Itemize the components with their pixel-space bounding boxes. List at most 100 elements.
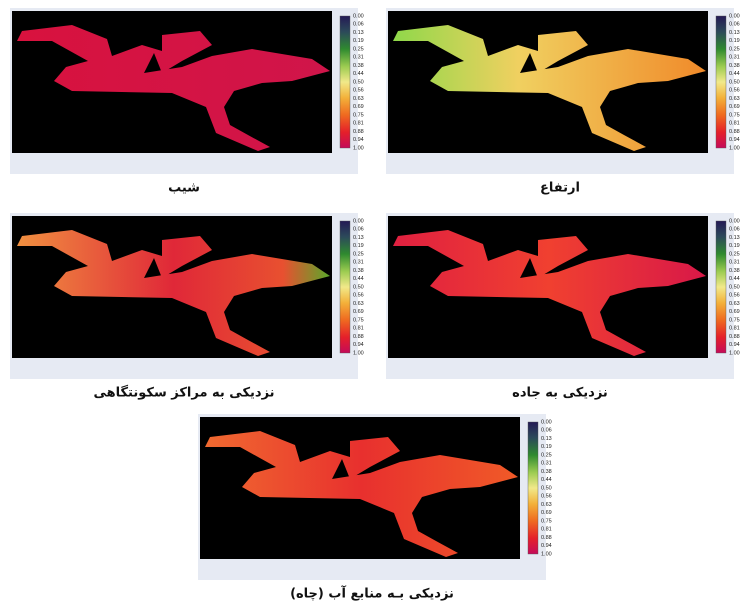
colorbar-label: 0.94 bbox=[729, 342, 740, 348]
colorbar-label: 0.88 bbox=[541, 535, 552, 541]
colorbar-label: 0.81 bbox=[729, 326, 740, 332]
colorbar-label: 0.13 bbox=[353, 235, 364, 241]
colorbar-label: 0.25 bbox=[729, 46, 740, 52]
colorbar-label: 1.00 bbox=[353, 145, 364, 151]
colorbar-label: 0.56 bbox=[729, 88, 740, 94]
colorbar-label: 0.88 bbox=[729, 129, 740, 135]
colorbar-label: 0.75 bbox=[729, 317, 740, 323]
colorbar bbox=[340, 16, 350, 148]
colorbar-label: 0.94 bbox=[353, 137, 364, 143]
colorbar bbox=[716, 16, 726, 148]
colorbar-label: 0.81 bbox=[353, 121, 364, 127]
colorbar-label: 0.19 bbox=[353, 38, 364, 44]
colorbar-label: 0.50 bbox=[729, 79, 740, 85]
colorbar-label: 0.31 bbox=[353, 55, 364, 61]
colorbar-label: 0.25 bbox=[353, 46, 364, 52]
colorbar-label: 0.06 bbox=[729, 227, 740, 233]
panel-caption: ارتفاع bbox=[540, 181, 580, 196]
colorbar-label: 0.31 bbox=[353, 260, 364, 266]
colorbar-label: 0.56 bbox=[353, 88, 364, 94]
colorbar-label: 0.06 bbox=[729, 22, 740, 28]
colorbar-label: 0.88 bbox=[729, 334, 740, 340]
colorbar-label: 0.56 bbox=[729, 293, 740, 299]
colorbar-label: 0.13 bbox=[353, 30, 364, 36]
colorbar-label: 0.38 bbox=[729, 268, 740, 274]
figure: 0.00 0.06 0.13 0.19 0.25 0.31 0.38 0.44 0.50 0.56… bbox=[0, 0, 745, 603]
colorbar-label: 0.69 bbox=[353, 104, 364, 110]
colorbar-label: 0.00 bbox=[729, 13, 740, 19]
panel-caption: نزدیکی به جاده bbox=[512, 386, 608, 401]
colorbar-label: 0.19 bbox=[353, 243, 364, 249]
colorbar-label: 0.63 bbox=[541, 502, 552, 508]
colorbar-label: 0.38 bbox=[541, 469, 552, 475]
map-panel: 0.00 0.06 0.13 0.19 0.25 0.31 0.38 0.44 0.50 0.56… bbox=[386, 213, 740, 401]
colorbar-label: 0.25 bbox=[541, 452, 552, 458]
colorbar-label: 0.50 bbox=[729, 284, 740, 290]
colorbar-label: 1.00 bbox=[541, 551, 552, 557]
colorbar-label: 0.63 bbox=[353, 96, 364, 102]
colorbar-label: 0.50 bbox=[353, 284, 364, 290]
colorbar-label: 0.44 bbox=[541, 477, 552, 483]
colorbar-label: 0.81 bbox=[541, 527, 552, 533]
colorbar-label: 0.25 bbox=[353, 251, 364, 257]
colorbar-label: 0.94 bbox=[541, 543, 552, 549]
colorbar-label: 0.13 bbox=[541, 436, 552, 442]
colorbar-label: 0.94 bbox=[353, 342, 364, 348]
map-panel: 0.00 0.06 0.13 0.19 0.25 0.31 0.38 0.44 0.50 0.56… bbox=[198, 414, 552, 602]
colorbar-label: 0.69 bbox=[729, 104, 740, 110]
colorbar-label: 0.25 bbox=[729, 251, 740, 257]
colorbar-label: 0.00 bbox=[353, 218, 364, 224]
colorbar-label: 0.63 bbox=[353, 301, 364, 307]
colorbar-label: 0.56 bbox=[353, 293, 364, 299]
colorbar-label: 0.75 bbox=[729, 112, 740, 118]
map-panel: 0.00 0.06 0.13 0.19 0.25 0.31 0.38 0.44 0.50 0.56… bbox=[10, 213, 364, 401]
colorbar-label: 0.44 bbox=[729, 71, 740, 77]
colorbar-label: 0.06 bbox=[353, 227, 364, 233]
colorbar-label: 0.94 bbox=[729, 137, 740, 143]
colorbar-label: 0.19 bbox=[729, 38, 740, 44]
colorbar-label: 0.56 bbox=[541, 494, 552, 500]
colorbar bbox=[340, 221, 350, 353]
colorbar-label: 0.88 bbox=[353, 129, 364, 135]
colorbar-label: 0.00 bbox=[541, 419, 552, 425]
colorbar-label: 0.63 bbox=[729, 301, 740, 307]
colorbar-label: 1.00 bbox=[353, 350, 364, 356]
colorbar-label: 0.38 bbox=[353, 268, 364, 274]
colorbar-label: 0.06 bbox=[353, 22, 364, 28]
figure-canvas: 0.00 0.06 0.13 0.19 0.25 0.31 0.38 0.44 0.50 0.56… bbox=[0, 0, 745, 603]
colorbar-label: 0.69 bbox=[353, 309, 364, 315]
colorbar-label: 0.69 bbox=[729, 309, 740, 315]
colorbar-label: 0.19 bbox=[541, 444, 552, 450]
colorbar-label: 0.63 bbox=[729, 96, 740, 102]
colorbar-label: 0.75 bbox=[541, 518, 552, 524]
colorbar-label: 0.81 bbox=[729, 121, 740, 127]
panel-caption: نزدیکی بـه منابع آب (چاه) bbox=[290, 585, 454, 602]
map-panel: 0.00 0.06 0.13 0.19 0.25 0.31 0.38 0.44 0.50 0.56… bbox=[10, 8, 364, 196]
colorbar-label: 1.00 bbox=[729, 145, 740, 151]
colorbar-label: 0.50 bbox=[541, 485, 552, 491]
colorbar-label: 0.81 bbox=[353, 326, 364, 332]
colorbar-label: 0.31 bbox=[541, 461, 552, 467]
colorbar-label: 0.75 bbox=[353, 317, 364, 323]
colorbar-label: 0.69 bbox=[541, 510, 552, 516]
colorbar-label: 0.44 bbox=[353, 276, 364, 282]
colorbar bbox=[716, 221, 726, 353]
colorbar-label: 0.00 bbox=[729, 218, 740, 224]
colorbar-label: 0.13 bbox=[729, 30, 740, 36]
panel-caption: نزدیکی به مراکز سکونتگاهی bbox=[93, 385, 274, 401]
colorbar-label: 0.06 bbox=[541, 428, 552, 434]
colorbar-label: 0.38 bbox=[353, 63, 364, 69]
colorbar-label: 0.44 bbox=[353, 71, 364, 77]
colorbar-label: 0.75 bbox=[353, 112, 364, 118]
panel-caption: شیب bbox=[168, 181, 200, 196]
colorbar-label: 0.13 bbox=[729, 235, 740, 241]
colorbar-label: 0.50 bbox=[353, 79, 364, 85]
colorbar-label: 0.88 bbox=[353, 334, 364, 340]
colorbar bbox=[528, 422, 538, 554]
colorbar-label: 0.31 bbox=[729, 260, 740, 266]
map-panel: 0.000.060.130.190.250.310.380.440.500.56… bbox=[386, 8, 740, 196]
colorbar-label: 0.00 bbox=[353, 13, 364, 19]
colorbar-label: 0.44 bbox=[729, 276, 740, 282]
colorbar-label: 0.19 bbox=[729, 243, 740, 249]
colorbar-label: 0.31 bbox=[729, 55, 740, 61]
